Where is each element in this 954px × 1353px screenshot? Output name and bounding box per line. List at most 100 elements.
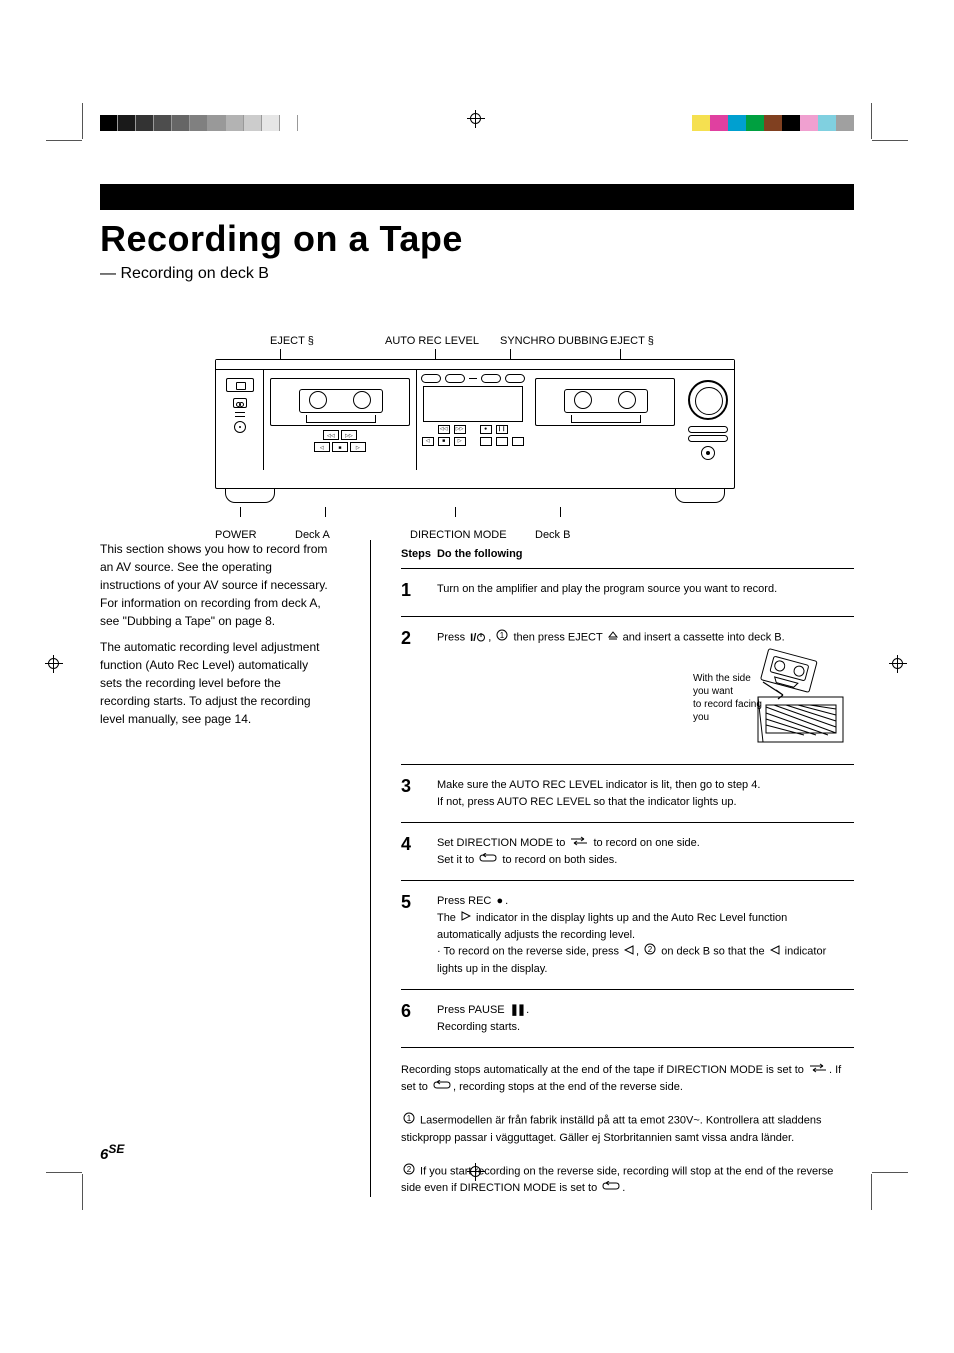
grayscale-swatch	[208, 115, 226, 131]
label-eject-a: EJECT §	[270, 335, 314, 347]
intro-para-2: The automatic recording level adjustment…	[100, 638, 330, 728]
grayscale-swatch	[280, 115, 298, 131]
crop-mark	[46, 140, 82, 141]
circle-number-2-icon: 2	[644, 943, 656, 961]
grayscale-swatch	[154, 115, 172, 131]
circle-number-1-icon: 1	[403, 1112, 415, 1130]
device-display	[423, 386, 523, 422]
color-swatch	[728, 115, 746, 131]
leader-lines-top	[215, 349, 735, 359]
svg-text:1: 1	[407, 1114, 412, 1123]
page-number: 6SE	[100, 1142, 124, 1163]
color-swatch	[692, 115, 710, 131]
color-swatch	[818, 115, 836, 131]
grayscale-swatch	[136, 115, 154, 131]
step-row: 2 Press I/, 1 then press EJECT and inser…	[401, 617, 854, 765]
power-icon: I/	[470, 630, 486, 647]
grayscale-swatch	[118, 115, 136, 131]
cassette-deck-illustration: ◁◁▷▷ ◁■▷ ◁◁▷▷ ●❙❙	[215, 359, 735, 489]
registration-mark-right-icon	[889, 655, 909, 675]
cassette-a-icon	[270, 378, 410, 426]
crop-mark	[872, 1172, 908, 1173]
steps-table: Steps Do the following 1 Turn on the amp…	[401, 540, 854, 1048]
deck-a-illustration: ◁◁▷▷ ◁■▷	[264, 370, 417, 470]
step-number: 2	[401, 617, 437, 765]
step-number: 5	[401, 881, 437, 990]
device-center-panel: ◁◁▷▷ ●❙❙ ◁■▷	[417, 370, 529, 470]
final-note: Recording stops automatically at the end…	[401, 1062, 854, 1196]
step-number: 1	[401, 569, 437, 617]
crop-mark	[82, 103, 83, 139]
bidirectional-icon	[570, 835, 588, 852]
play-icon	[461, 910, 471, 927]
svg-text:2: 2	[648, 945, 653, 954]
loop-icon	[602, 1180, 620, 1197]
step-row: 3 Make sure the AUTO REC LEVEL indicator…	[401, 765, 854, 823]
grayscale-swatch	[190, 115, 208, 131]
reverse-play-icon	[770, 944, 780, 961]
label-auto-rec: AUTO REC LEVEL	[385, 335, 479, 347]
eject-icon	[608, 630, 618, 647]
grayscale-swatch	[226, 115, 244, 131]
steps-header-right: Do the following	[437, 540, 854, 569]
grayscale-swatch	[244, 115, 262, 131]
color-swatch	[710, 115, 728, 131]
svg-text:2: 2	[407, 1165, 412, 1174]
registration-mark-top-icon	[467, 110, 487, 130]
reverse-play-icon	[624, 944, 634, 961]
step-text: Press PAUSE ❚❚.Recording starts.	[437, 990, 854, 1048]
cassette-b-icon	[535, 378, 675, 426]
intro-para-1: This section shows you how to record fro…	[100, 540, 330, 630]
registration-mark-left-icon	[45, 655, 65, 675]
record-dot-icon: ●	[496, 893, 503, 910]
bidirectional-icon	[809, 1062, 827, 1079]
step-row: 1 Turn on the amplifier and play the pro…	[401, 569, 854, 617]
rec-level-knob-icon	[688, 380, 728, 420]
loop-icon	[479, 852, 497, 869]
tape-mini-icon	[233, 398, 247, 408]
step-number: 4	[401, 823, 437, 881]
crop-mark	[82, 1174, 83, 1210]
circle-number-1-icon: 1	[496, 629, 508, 647]
circle-number-2-icon: 2	[403, 1163, 415, 1181]
registration-grayscale	[100, 115, 298, 131]
crop-mark	[871, 1174, 872, 1210]
step-text: Set DIRECTION MODE to to record on one s…	[437, 823, 854, 881]
step-row: 4 Set DIRECTION MODE to to record on one…	[401, 823, 854, 881]
label-syncro: SYNCHRO DUBBING	[500, 335, 608, 347]
crop-mark	[871, 103, 872, 139]
step-number: 6	[401, 990, 437, 1048]
color-swatch	[746, 115, 764, 131]
step-row: 6 Press PAUSE ❚❚.Recording starts.	[401, 990, 854, 1048]
deck-b-illustration	[529, 370, 682, 470]
page-number-sup: SE	[108, 1142, 124, 1156]
steps-column: Steps Do the following 1 Turn on the amp…	[370, 540, 854, 1197]
manual-page: Recording on a Tape — Recording on deck …	[0, 0, 954, 1353]
step-text: Turn on the amplifier and play the progr…	[437, 569, 854, 617]
crop-mark	[46, 1172, 82, 1173]
registration-color	[692, 115, 854, 131]
color-swatch	[836, 115, 854, 131]
cassette-insert-figure: With the side you wantto record facing y…	[698, 647, 848, 753]
loop-icon	[433, 1079, 451, 1096]
device-right-panel	[681, 370, 734, 470]
step-text: Make sure the AUTO REC LEVEL indicator i…	[437, 765, 854, 823]
header-bar	[100, 184, 854, 210]
device-feet	[215, 489, 735, 507]
pause-icon: ❚❚	[510, 1002, 524, 1019]
grayscale-swatch	[100, 115, 118, 131]
side-facing-label: With the side you wantto record facing y…	[693, 672, 763, 724]
grayscale-swatch	[262, 115, 280, 131]
leader-lines-bottom	[215, 507, 735, 517]
device-figure: EJECT § AUTO REC LEVEL SYNCHRO DUBBING E…	[215, 335, 735, 519]
label-eject-b: EJECT §	[610, 335, 654, 347]
crop-mark	[872, 140, 908, 141]
step-text: Press I/, 1 then press EJECT and insert …	[437, 617, 854, 765]
page-title: Recording on a Tape	[100, 218, 854, 260]
grayscale-swatch	[172, 115, 190, 131]
color-swatch	[782, 115, 800, 131]
headphone-jack-icon	[234, 421, 246, 433]
step-row: 5 Press REC ●.The indicator in the displ…	[401, 881, 854, 990]
step-text: Press REC ●.The indicator in the display…	[437, 881, 854, 990]
content-columns: This section shows you how to record fro…	[100, 540, 854, 1197]
